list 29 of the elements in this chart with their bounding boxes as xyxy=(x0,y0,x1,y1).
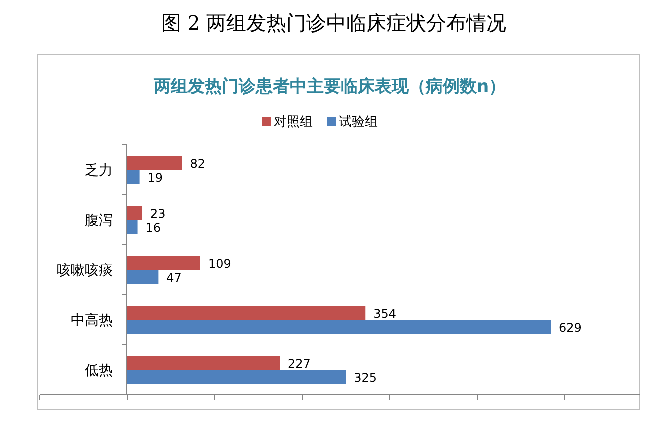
data-label: 19 xyxy=(148,171,164,185)
series: 82 xyxy=(127,156,206,171)
y-tick-label: 乏力 xyxy=(85,163,113,179)
legend-label: 试验组 xyxy=(339,115,378,130)
data-label: 354 xyxy=(374,307,397,321)
data-label: 82 xyxy=(190,157,206,171)
data-label: 227 xyxy=(288,357,311,371)
subtitle: 两组发热门诊患者中主要临床表现（病例数n） xyxy=(154,77,506,97)
legend-label: 对照组 xyxy=(274,115,313,130)
data-label: 325 xyxy=(354,371,377,385)
data-label: 23 xyxy=(150,207,166,221)
data-label: 47 xyxy=(166,271,182,285)
series: 16 xyxy=(127,220,162,235)
data-label: 109 xyxy=(208,257,232,271)
y-tick-label: 腹泻 xyxy=(85,213,113,229)
series: 19 xyxy=(127,170,164,185)
data-label: 629 xyxy=(559,321,582,335)
data-label: 16 xyxy=(146,221,162,235)
series: 47 xyxy=(127,270,182,285)
series: 325 xyxy=(127,370,377,385)
series: 23 xyxy=(127,206,166,221)
series: 354 xyxy=(127,306,397,321)
series: 227 xyxy=(127,356,311,371)
series: 109 xyxy=(127,256,232,271)
y-tick-label: 中高热 xyxy=(71,313,113,329)
y-tick-label: 低热 xyxy=(85,363,113,379)
y-tick-label: 咳嗽咳痰 xyxy=(57,263,113,279)
series: 629 xyxy=(127,320,582,335)
title: 图 2 两组发热门诊中临床症状分布情况 xyxy=(161,11,507,35)
